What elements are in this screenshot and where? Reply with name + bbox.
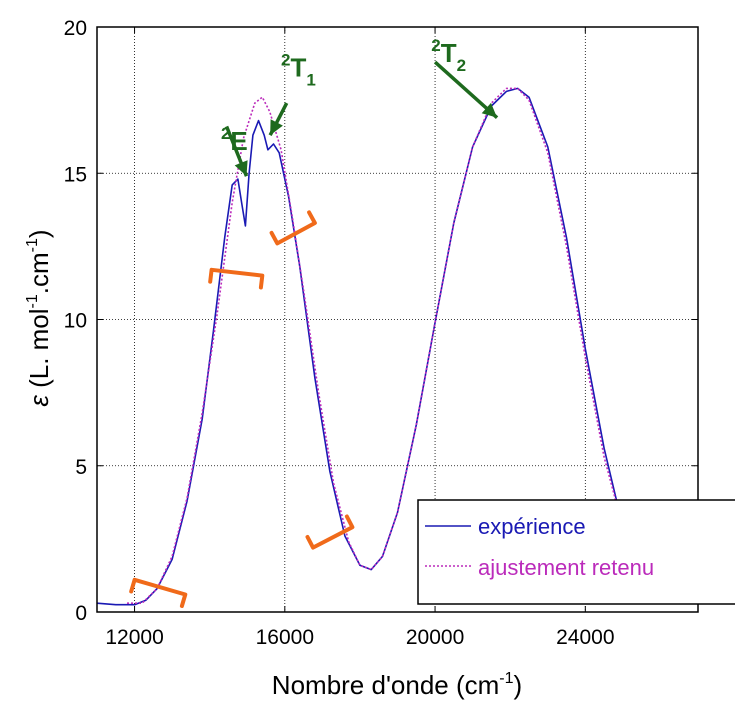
y-tick-label: 0 xyxy=(75,602,87,625)
annotation-label: 2E xyxy=(221,124,248,156)
grid xyxy=(97,27,698,612)
x-axis-label: Nombre d'onde (cm-1) xyxy=(272,670,522,700)
orange-bracket xyxy=(269,210,317,246)
annotation-label: 2T1 xyxy=(281,51,316,90)
x-tick-label: 20000 xyxy=(406,626,464,649)
plot-frame xyxy=(96,26,699,613)
series-line-experience xyxy=(96,87,624,606)
orange-bracket xyxy=(208,267,265,290)
y-tick-label: 20 xyxy=(64,17,87,40)
annotations: 2E 2T1 2T2 xyxy=(221,36,499,177)
y-tick-label: 5 xyxy=(75,456,87,479)
legend-label-experience: expérience xyxy=(478,514,586,539)
series-line-ajustement xyxy=(127,87,699,605)
annotation-label: 2T2 xyxy=(431,36,466,75)
x-tick-label: 24000 xyxy=(556,626,614,649)
y-tick-label: 10 xyxy=(64,310,87,333)
y-tick-label: 15 xyxy=(64,163,87,186)
legend-box xyxy=(417,499,735,605)
series-layer xyxy=(96,87,699,606)
annotation-arrowhead xyxy=(481,102,498,118)
orange-bracket xyxy=(305,514,355,550)
axis-ticks: 12000 16000 20000 24000 0 5 10 15 20 xyxy=(64,17,698,649)
brackets xyxy=(129,210,355,608)
annotation-arrowhead xyxy=(270,119,283,136)
legend: expérience ajustement retenu xyxy=(417,499,735,605)
x-tick-label: 12000 xyxy=(105,626,163,649)
y-axis-label: ε (L. mol-1.cm-1) xyxy=(24,229,54,406)
orange-bracket xyxy=(129,577,188,608)
legend-label-ajustement: ajustement retenu xyxy=(478,555,654,580)
x-tick-label: 16000 xyxy=(256,626,314,649)
annotation-arrowhead xyxy=(234,160,248,177)
